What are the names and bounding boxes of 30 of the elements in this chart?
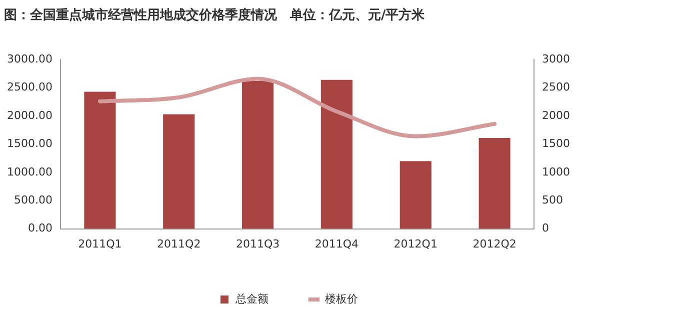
y2-tick-label: 3000 bbox=[542, 52, 570, 66]
bar bbox=[400, 161, 432, 229]
x-tick-label: 2011Q3 bbox=[236, 237, 280, 250]
bar bbox=[84, 92, 116, 229]
y-tick-label: 500.00 bbox=[14, 193, 52, 206]
y-tick-label: 2000.00 bbox=[6, 108, 52, 122]
legend-label: 楼板价 bbox=[325, 292, 358, 306]
bar bbox=[163, 114, 195, 229]
chart-title: 图：全国重点城市经营性用地成交价格季度情况 单位：亿元、元/平方米 bbox=[4, 7, 426, 24]
bar bbox=[320, 80, 352, 229]
y2-tick-label: 500 bbox=[542, 193, 564, 206]
x-tick-label: 2011Q4 bbox=[314, 237, 359, 250]
y-tick-label: 3000.00 bbox=[6, 52, 52, 66]
y-tick-label: 1000.00 bbox=[6, 165, 52, 178]
x-tick-label: 2011Q2 bbox=[157, 237, 201, 250]
y-tick-label: 1500.00 bbox=[6, 137, 52, 150]
y2-tick-label: 0 bbox=[542, 222, 550, 235]
y-tick-label: 0.00 bbox=[28, 222, 52, 235]
y-tick-label: 2500.00 bbox=[6, 80, 52, 94]
x-tick-label: 2012Q2 bbox=[472, 237, 516, 250]
line-series bbox=[98, 76, 497, 138]
legend-label: 总金额 bbox=[234, 292, 268, 306]
bar bbox=[242, 81, 274, 229]
x-tick-label: 2011Q1 bbox=[78, 237, 122, 250]
y2-tick-label: 2000 bbox=[542, 108, 570, 122]
y2-tick-label: 2500 bbox=[542, 80, 570, 94]
x-tick-label: 2012Q1 bbox=[394, 237, 438, 250]
y2-tick-label: 1000 bbox=[542, 165, 570, 178]
bar bbox=[478, 138, 510, 229]
y2-tick-label: 1500 bbox=[542, 137, 570, 150]
